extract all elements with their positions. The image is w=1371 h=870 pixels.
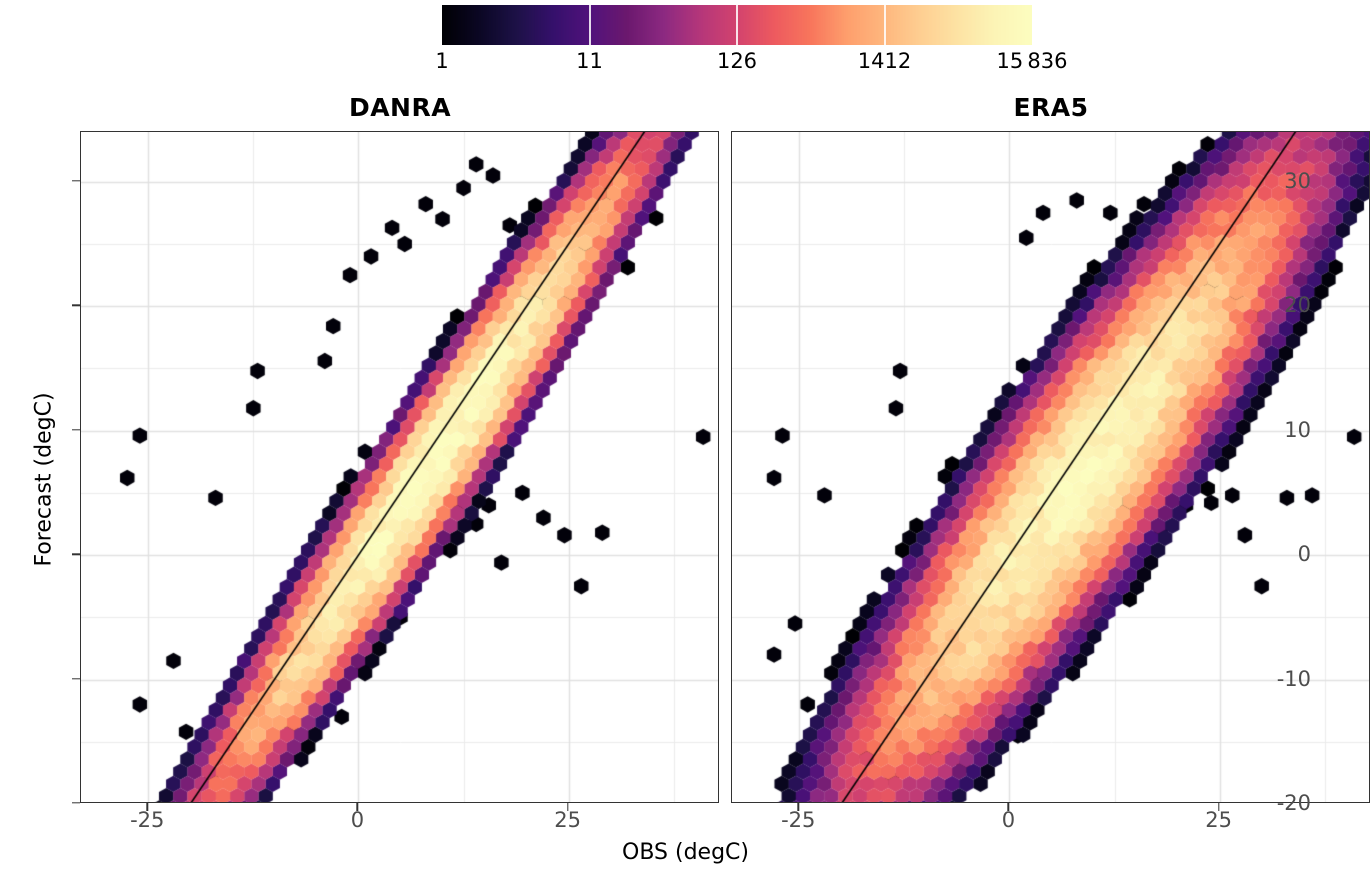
y-tick-mark-20 [72,304,80,306]
x-tick-label-p1-25: 25 [1205,808,1233,832]
x-tick-mark-p1-0 [1007,803,1010,811]
y-tick-label--20: -20 [1276,791,1311,815]
x-tick-label-p1-0: 0 [1001,808,1016,832]
hexbin-canvas-danra [81,132,718,802]
colorbar-tick-3 [883,5,886,45]
plot-panel-era5 [731,131,1370,803]
y-tick-label--10: -10 [1276,666,1311,691]
x-tick-label-p0-25: 25 [554,808,582,832]
x-tick-mark-p1--25 [797,803,799,811]
colorbar-label-0: 1 [435,49,449,73]
colorbar-label-1: 11 [576,49,603,73]
x-tick-mark-p0--25 [146,803,148,811]
x-tick-mark-p1-25 [1217,803,1220,811]
colorbar-label-3: 1412 [857,49,912,73]
colorbar-legend [442,5,1032,45]
colorbar-tick-2 [736,5,738,45]
x-tick-mark-p0-25 [566,803,569,811]
panel-title-danra: DANRA [348,93,452,122]
x-axis-label: OBS (degC) [622,840,749,865]
y-tick-label-10: 10 [1284,417,1311,442]
y-tick-label-30: 30 [1284,168,1311,193]
plot-panel-danra [80,131,719,803]
y-tick-mark--20 [72,802,80,804]
colorbar-label-4: 15 836 [996,49,1068,73]
y-tick-mark-10 [72,428,80,431]
x-tick-mark-p0-0 [356,803,359,811]
y-tick-mark--10 [72,677,80,680]
y-tick-mark-0 [72,553,80,555]
panel-title-era5: ERA5 [1013,93,1089,122]
colorbar-label-2: 126 [716,49,758,73]
y-tick-mark-30 [72,180,80,182]
x-tick-label-p0--25: -25 [130,808,165,832]
colorbar-tick-1 [588,5,591,45]
y-tick-label-0: 0 [1297,542,1311,567]
y-axis-label: Forecast (degC) [31,392,57,567]
x-tick-label-p0-0: 0 [350,808,365,832]
hexbin-canvas-era5 [732,132,1369,802]
y-tick-label-20: 20 [1284,293,1311,318]
x-tick-label-p1--25: -25 [781,808,816,832]
